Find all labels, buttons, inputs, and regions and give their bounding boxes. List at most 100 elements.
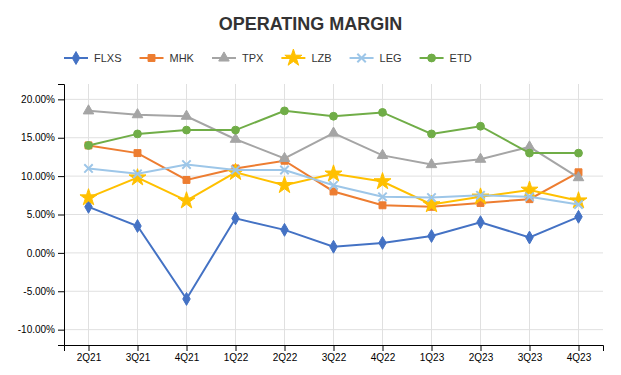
x-tick-mark [236, 345, 237, 351]
series-marker [134, 150, 141, 157]
chart: 2Q213Q214Q211Q222Q223Q224Q221Q232Q233Q23… [0, 0, 621, 375]
legend: FLXSMHKTPXLZBLEGETD [64, 49, 472, 65]
x-tick-label: 4Q21 [175, 352, 200, 363]
series-marker [183, 292, 190, 305]
series-marker [231, 166, 239, 174]
x-tick: 1Q22 [224, 345, 249, 363]
series-marker [183, 126, 191, 134]
legend-swatch-marker [72, 52, 79, 65]
y-tick: -10.00% [18, 324, 64, 335]
x-tick: 3Q22 [322, 345, 347, 363]
y-tick: -5.00% [23, 286, 64, 297]
series-marker [330, 112, 338, 120]
series-marker [575, 210, 582, 223]
marks [80, 105, 587, 306]
series-marker [280, 166, 288, 174]
series-marker [183, 176, 190, 183]
y-tick-label: 10.00% [21, 171, 55, 182]
series-marker [377, 149, 388, 158]
series-marker [325, 165, 342, 181]
x-tick-mark [187, 345, 188, 351]
x-tick-label: 2Q21 [77, 352, 102, 363]
legend-label: ETD [450, 52, 472, 64]
grid-line-x [137, 84, 138, 345]
x-tick-label: 1Q22 [224, 352, 249, 363]
y-tick-mark [58, 215, 64, 216]
series-marker [181, 110, 192, 119]
series-marker [378, 193, 386, 201]
x-tick: 4Q21 [175, 345, 200, 363]
legend-swatch-marker [357, 54, 365, 62]
x-tick-label: 4Q23 [567, 352, 592, 363]
series-marker [379, 202, 386, 209]
legend-item: MHK [140, 52, 195, 64]
legend-item: LEG [350, 52, 402, 64]
series-marker [374, 173, 391, 189]
grid-line-x [284, 84, 285, 345]
x-tick-mark [334, 345, 335, 351]
series-marker [132, 109, 143, 118]
series-marker [477, 122, 485, 130]
series-marker [427, 193, 435, 201]
x-axis-line [65, 346, 604, 352]
x-tick-label: 2Q23 [469, 352, 494, 363]
series-marker [227, 163, 244, 179]
grid-line-x [382, 84, 383, 345]
y-tick-label: 0.00% [27, 248, 55, 259]
grid-line-x [431, 84, 432, 345]
y-tick-label: 20.00% [21, 94, 55, 105]
series [80, 163, 587, 211]
x-tick-mark [481, 345, 482, 351]
y-tick-mark [58, 138, 64, 139]
series-marker [329, 181, 337, 189]
series-marker [573, 172, 584, 181]
series-marker [477, 216, 484, 229]
series-marker [276, 176, 293, 192]
x-tick-mark [579, 345, 580, 351]
legend-swatch-marker [428, 54, 436, 62]
title: OPERATING MARGIN [219, 14, 403, 34]
legend-item: TPX [212, 52, 264, 64]
series-marker [279, 152, 290, 161]
y-tick-mark [58, 253, 64, 254]
legend-item: ETD [420, 52, 472, 64]
series-marker [230, 133, 241, 142]
x-tick-label: 3Q22 [322, 352, 347, 363]
grid-line-x [529, 84, 530, 345]
series-marker [379, 108, 387, 116]
x-tick-mark [383, 345, 384, 351]
series-marker [526, 231, 533, 244]
series-marker [379, 236, 386, 249]
y-tick: 5.00% [27, 209, 64, 220]
x-tick: 3Q23 [518, 345, 543, 363]
series-marker [521, 181, 538, 197]
x-tick-mark [138, 345, 139, 351]
y-tick-mark [58, 330, 64, 331]
y-axis-line [58, 85, 65, 346]
y-tick-label: 5.00% [27, 209, 55, 220]
series-marker [525, 193, 533, 201]
grid-line-x [333, 84, 334, 345]
x-tick-mark [432, 345, 433, 351]
series [85, 200, 582, 305]
plot: 2Q213Q214Q211Q222Q223Q224Q221Q232Q233Q23… [18, 84, 604, 363]
y-tick: 15.00% [21, 132, 64, 143]
series-marker [428, 130, 436, 138]
y-tick-label: -5.00% [23, 286, 55, 297]
x-tick-mark [285, 345, 286, 351]
series-marker [85, 142, 93, 150]
series-marker [570, 192, 587, 208]
series-marker [83, 105, 94, 114]
series-line [89, 145, 579, 206]
series-marker [281, 223, 288, 236]
legend-swatch-marker [285, 49, 302, 65]
legend-label: MHK [170, 52, 195, 64]
x-axis: 2Q213Q214Q211Q222Q223Q224Q221Q232Q233Q23… [65, 345, 604, 363]
x-tick-mark [89, 345, 90, 351]
series-marker [476, 191, 484, 199]
y-tick-label: -10.00% [18, 324, 55, 335]
series [85, 107, 583, 157]
series-marker [232, 212, 239, 225]
series-marker [182, 160, 190, 168]
y-tick: 0.00% [27, 248, 64, 259]
